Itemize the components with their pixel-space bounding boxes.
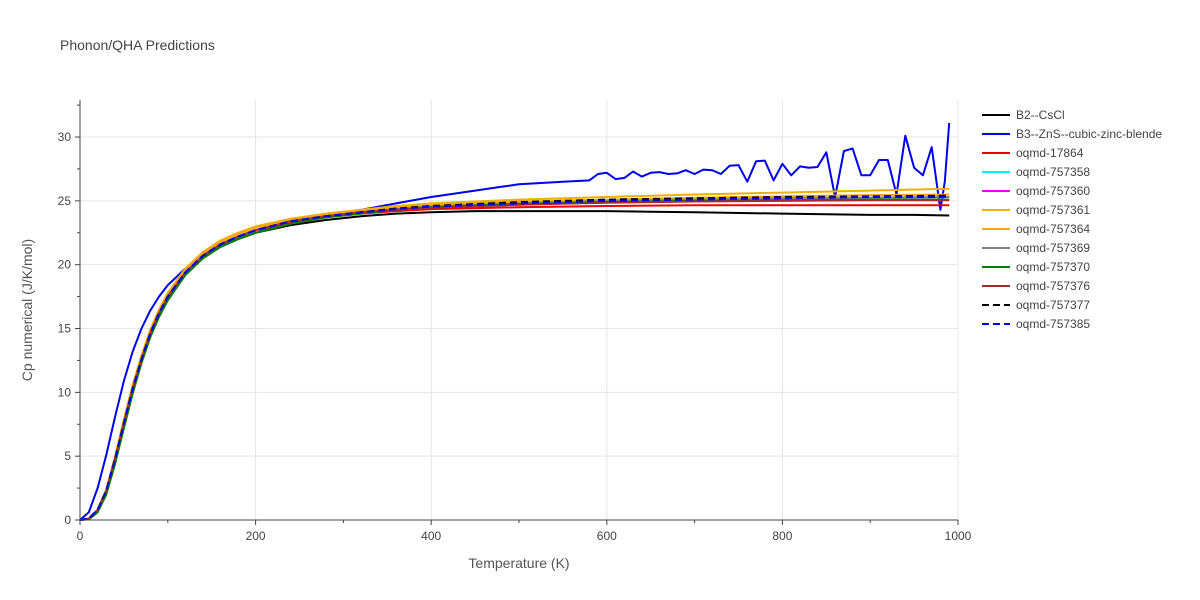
legend-item[interactable]: oqmd-757369 — [982, 241, 1090, 255]
x-tick-label: 200 — [246, 529, 266, 543]
series-line-B2--CsCl — [79, 210, 950, 521]
legend-label: oqmd-17864 — [1016, 146, 1084, 160]
series-line-oqmd-757385 — [79, 196, 950, 521]
series-line-oqmd-757377 — [79, 194, 950, 521]
x-tick-label: 0 — [77, 529, 84, 543]
legend-item[interactable]: oqmd-757364 — [982, 222, 1090, 236]
legend[interactable]: B2--CsCl B3--ZnS--cubic-zinc-blende oqmd-1… — [982, 108, 1162, 331]
legend-label: oqmd-757369 — [1016, 241, 1090, 255]
legend-label: oqmd-757376 — [1016, 279, 1090, 293]
legend-item[interactable]: oqmd-757358 — [982, 165, 1090, 179]
y-tick-label: 15 — [58, 322, 72, 336]
series-line-oqmd-757360 — [79, 196, 950, 521]
x-tick-label: 600 — [597, 529, 617, 543]
legend-label: oqmd-757385 — [1016, 317, 1090, 331]
legend-item[interactable]: oqmd-757361 — [982, 203, 1090, 217]
x-tick-label: 800 — [772, 529, 792, 543]
y-tick-label: 10 — [58, 385, 72, 399]
series-lines — [79, 122, 951, 521]
legend-item[interactable]: oqmd-17864 — [982, 146, 1084, 160]
series-line-oqmd-757369 — [79, 196, 950, 521]
legend-label: oqmd-757361 — [1016, 203, 1090, 217]
legend-label: oqmd-757364 — [1016, 222, 1090, 236]
legend-item[interactable]: B2--CsCl — [982, 108, 1065, 122]
axes — [75, 100, 959, 525]
y-axis-title: Cp numerical (J/K/mol) — [19, 239, 35, 381]
y-tick-label: 25 — [58, 194, 72, 208]
legend-item[interactable]: oqmd-757377 — [982, 298, 1090, 312]
x-tick-labels: 0 200 400 600 800 1000 — [77, 529, 972, 543]
legend-label: oqmd-757377 — [1016, 298, 1090, 312]
y-tick-labels: 0 5 10 15 20 25 30 — [58, 130, 72, 527]
x-tick-label: 1000 — [945, 529, 972, 543]
y-tick-label: 5 — [64, 449, 71, 463]
legend-item[interactable]: B3--ZnS--cubic-zinc-blende — [982, 127, 1162, 141]
legend-item[interactable]: oqmd-757376 — [982, 279, 1090, 293]
grid — [80, 100, 959, 520]
x-axis-title: Temperature (K) — [468, 555, 569, 571]
legend-label: oqmd-757360 — [1016, 184, 1090, 198]
chart-title: Phonon/QHA Predictions — [60, 37, 215, 53]
legend-item[interactable]: oqmd-757385 — [982, 317, 1090, 331]
y-tick-label: 20 — [58, 258, 72, 272]
y-tick-label: 30 — [58, 130, 72, 144]
series-line-B3--ZnS--cubic-zinc-blende — [79, 122, 951, 521]
legend-label: B3--ZnS--cubic-zinc-blende — [1016, 127, 1162, 141]
y-tick-label: 0 — [64, 513, 71, 527]
legend-label: oqmd-757358 — [1016, 165, 1090, 179]
legend-label: oqmd-757370 — [1016, 260, 1090, 274]
legend-item[interactable]: oqmd-757360 — [982, 184, 1090, 198]
legend-item[interactable]: oqmd-757370 — [982, 260, 1090, 274]
series-line-oqmd-757361 — [79, 187, 950, 521]
legend-label: B2--CsCl — [1016, 108, 1065, 122]
series-line-oqmd-757364 — [79, 193, 950, 521]
x-tick-label: 400 — [421, 529, 441, 543]
